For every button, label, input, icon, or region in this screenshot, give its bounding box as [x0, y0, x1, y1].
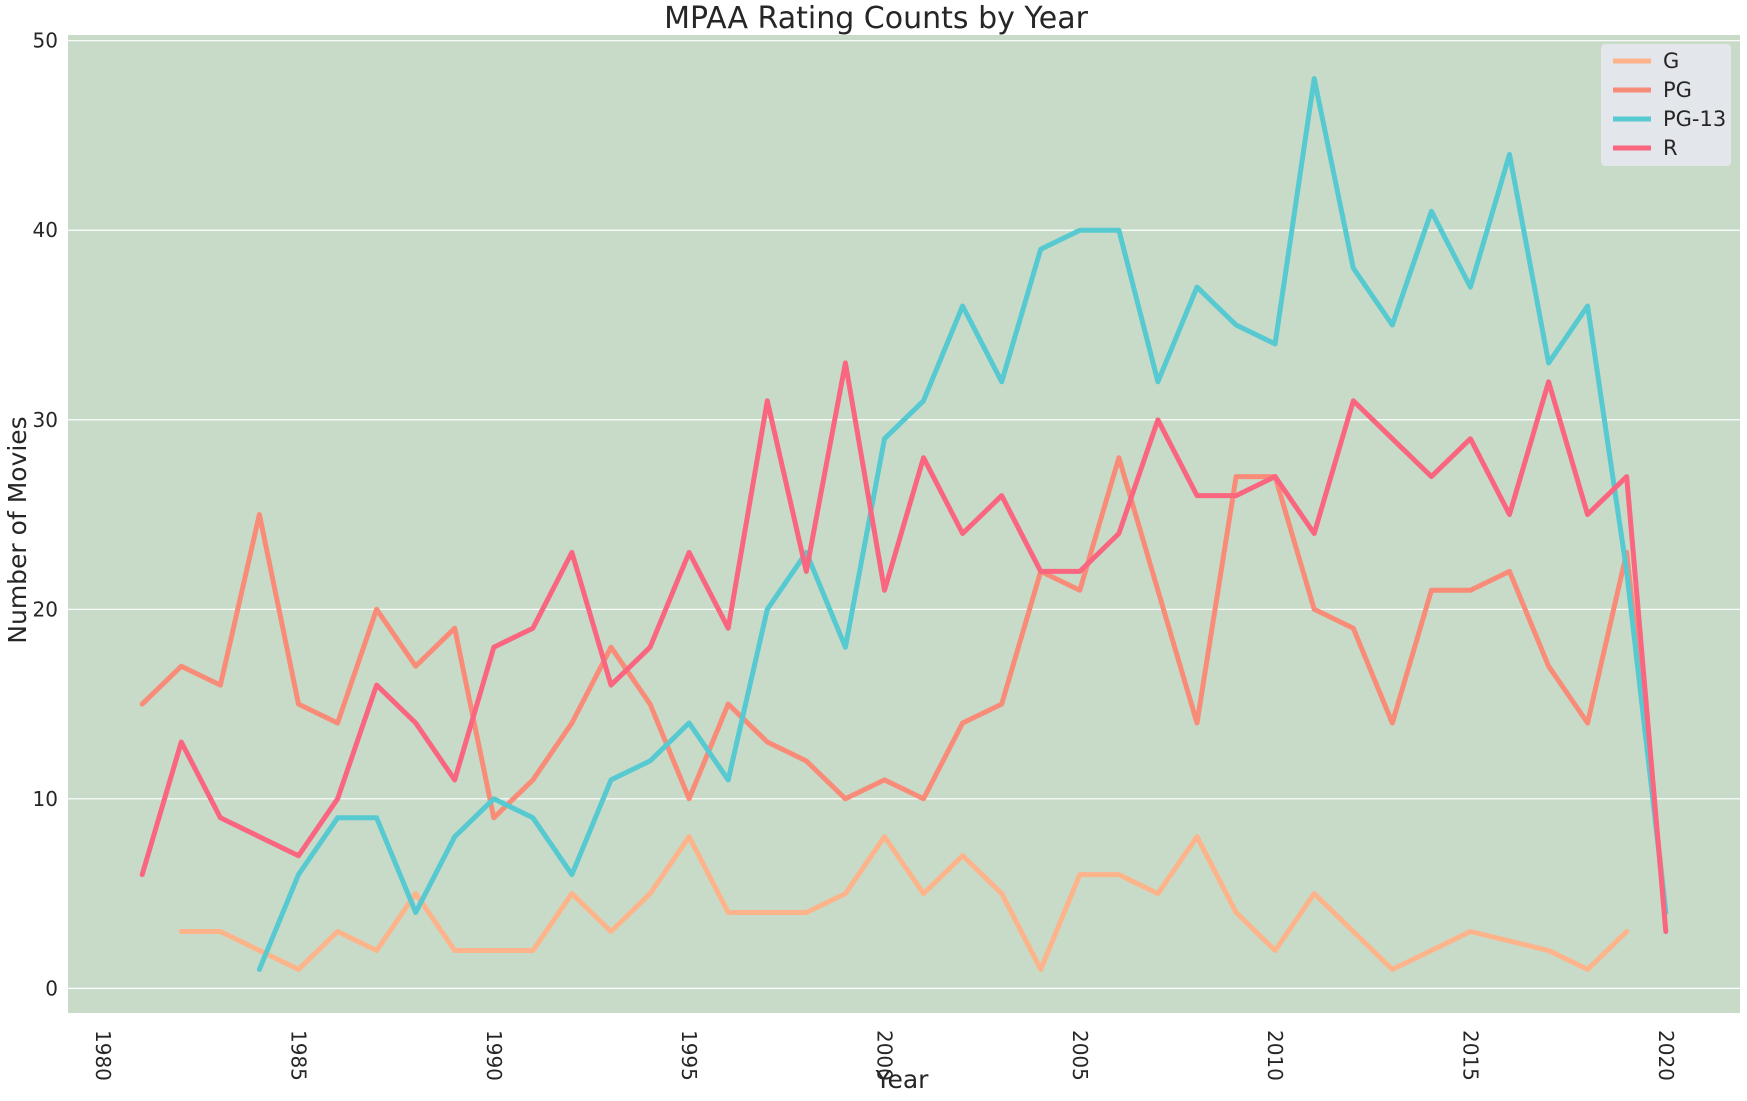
y-tick-label-20: 20 [33, 597, 58, 621]
y-tick-label-40: 40 [33, 218, 58, 242]
legend-label-g: G [1663, 49, 1679, 73]
x-tick-label-1985: 1985 [286, 1030, 310, 1081]
x-tick-label-1995: 1995 [677, 1030, 701, 1081]
y-tick-label-0: 0 [45, 976, 58, 1000]
x-axis-label: Year [875, 1065, 930, 1094]
chart-title: MPAA Rating Counts by Year [664, 1, 1089, 36]
y-axis-ticks: 0 10 20 30 40 50 [33, 29, 58, 1001]
x-tick-label-1980: 1980 [91, 1030, 115, 1081]
x-tick-label-2020: 2020 [1654, 1030, 1678, 1081]
y-tick-label-50: 50 [33, 29, 58, 53]
y-tick-label-30: 30 [33, 408, 58, 432]
legend-label-pg: PG [1663, 78, 1692, 102]
x-tick-label-2005: 2005 [1068, 1030, 1092, 1081]
legend: G PG PG-13 R [1601, 44, 1731, 166]
y-tick-label-10: 10 [33, 787, 58, 811]
legend-label-r: R [1663, 136, 1678, 160]
legend-label-pg-13: PG-13 [1663, 107, 1726, 131]
x-tick-label-2010: 2010 [1263, 1030, 1287, 1081]
x-tick-label-2015: 2015 [1458, 1030, 1482, 1081]
x-tick-label-1990: 1990 [482, 1030, 506, 1081]
y-axis-label: Number of Movies [3, 416, 32, 643]
